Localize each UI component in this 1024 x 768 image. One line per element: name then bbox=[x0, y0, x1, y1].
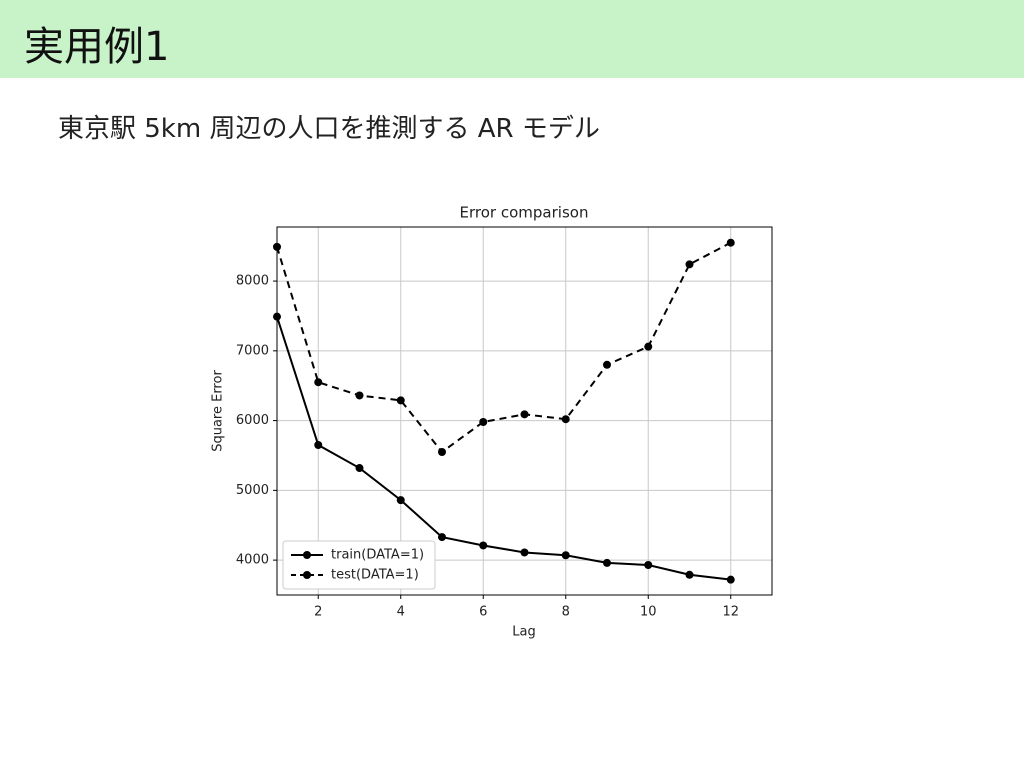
point bbox=[644, 561, 653, 570]
point bbox=[273, 312, 281, 321]
point bbox=[726, 575, 735, 584]
point bbox=[561, 551, 570, 560]
legend-marker bbox=[303, 571, 311, 579]
y-tick-label: 5000 bbox=[236, 483, 269, 498]
point bbox=[603, 360, 611, 369]
x-tick-label: 12 bbox=[722, 605, 739, 620]
point bbox=[273, 242, 281, 251]
header-band: 実用例1 bbox=[0, 0, 1024, 78]
x-tick-label: 8 bbox=[562, 605, 570, 620]
chart-title: Error comparison bbox=[460, 204, 589, 222]
point bbox=[685, 570, 694, 579]
y-tick-label: 6000 bbox=[236, 413, 269, 428]
point bbox=[520, 548, 529, 557]
point bbox=[603, 558, 611, 567]
y-tick-label: 7000 bbox=[236, 343, 269, 358]
x-tick-label: 6 bbox=[479, 605, 487, 620]
series-line bbox=[276, 241, 732, 454]
legend-box bbox=[282, 540, 436, 590]
point bbox=[438, 533, 446, 542]
point bbox=[314, 441, 323, 450]
slide-subtitle: 東京駅 5km 周辺の人口を推測する AR モデル bbox=[58, 114, 600, 144]
x-axis-label: Lag bbox=[512, 625, 535, 640]
point bbox=[396, 496, 405, 505]
legend-label: test(DATA=1) bbox=[331, 568, 419, 583]
point bbox=[479, 417, 488, 426]
series-line bbox=[276, 316, 731, 581]
point bbox=[685, 260, 694, 269]
y-axis-label: Square Error bbox=[211, 370, 226, 452]
legend-marker bbox=[303, 551, 311, 559]
point bbox=[520, 410, 529, 419]
y-tick-label: 8000 bbox=[236, 274, 269, 289]
point bbox=[314, 378, 323, 387]
x-tick-label: 2 bbox=[314, 605, 322, 620]
point bbox=[561, 415, 570, 424]
point bbox=[396, 396, 405, 405]
legend-label: train(DATA=1) bbox=[331, 548, 424, 563]
x-tick-label: 4 bbox=[397, 605, 405, 620]
x-tick-label: 10 bbox=[640, 605, 657, 620]
point bbox=[355, 464, 364, 473]
point bbox=[355, 391, 364, 400]
slide-title: 実用例1 bbox=[24, 24, 170, 70]
point bbox=[726, 238, 735, 247]
point bbox=[644, 342, 653, 351]
y-tick-label: 4000 bbox=[236, 553, 269, 568]
plot-frame bbox=[276, 226, 773, 596]
point bbox=[438, 447, 446, 456]
point bbox=[479, 541, 488, 550]
